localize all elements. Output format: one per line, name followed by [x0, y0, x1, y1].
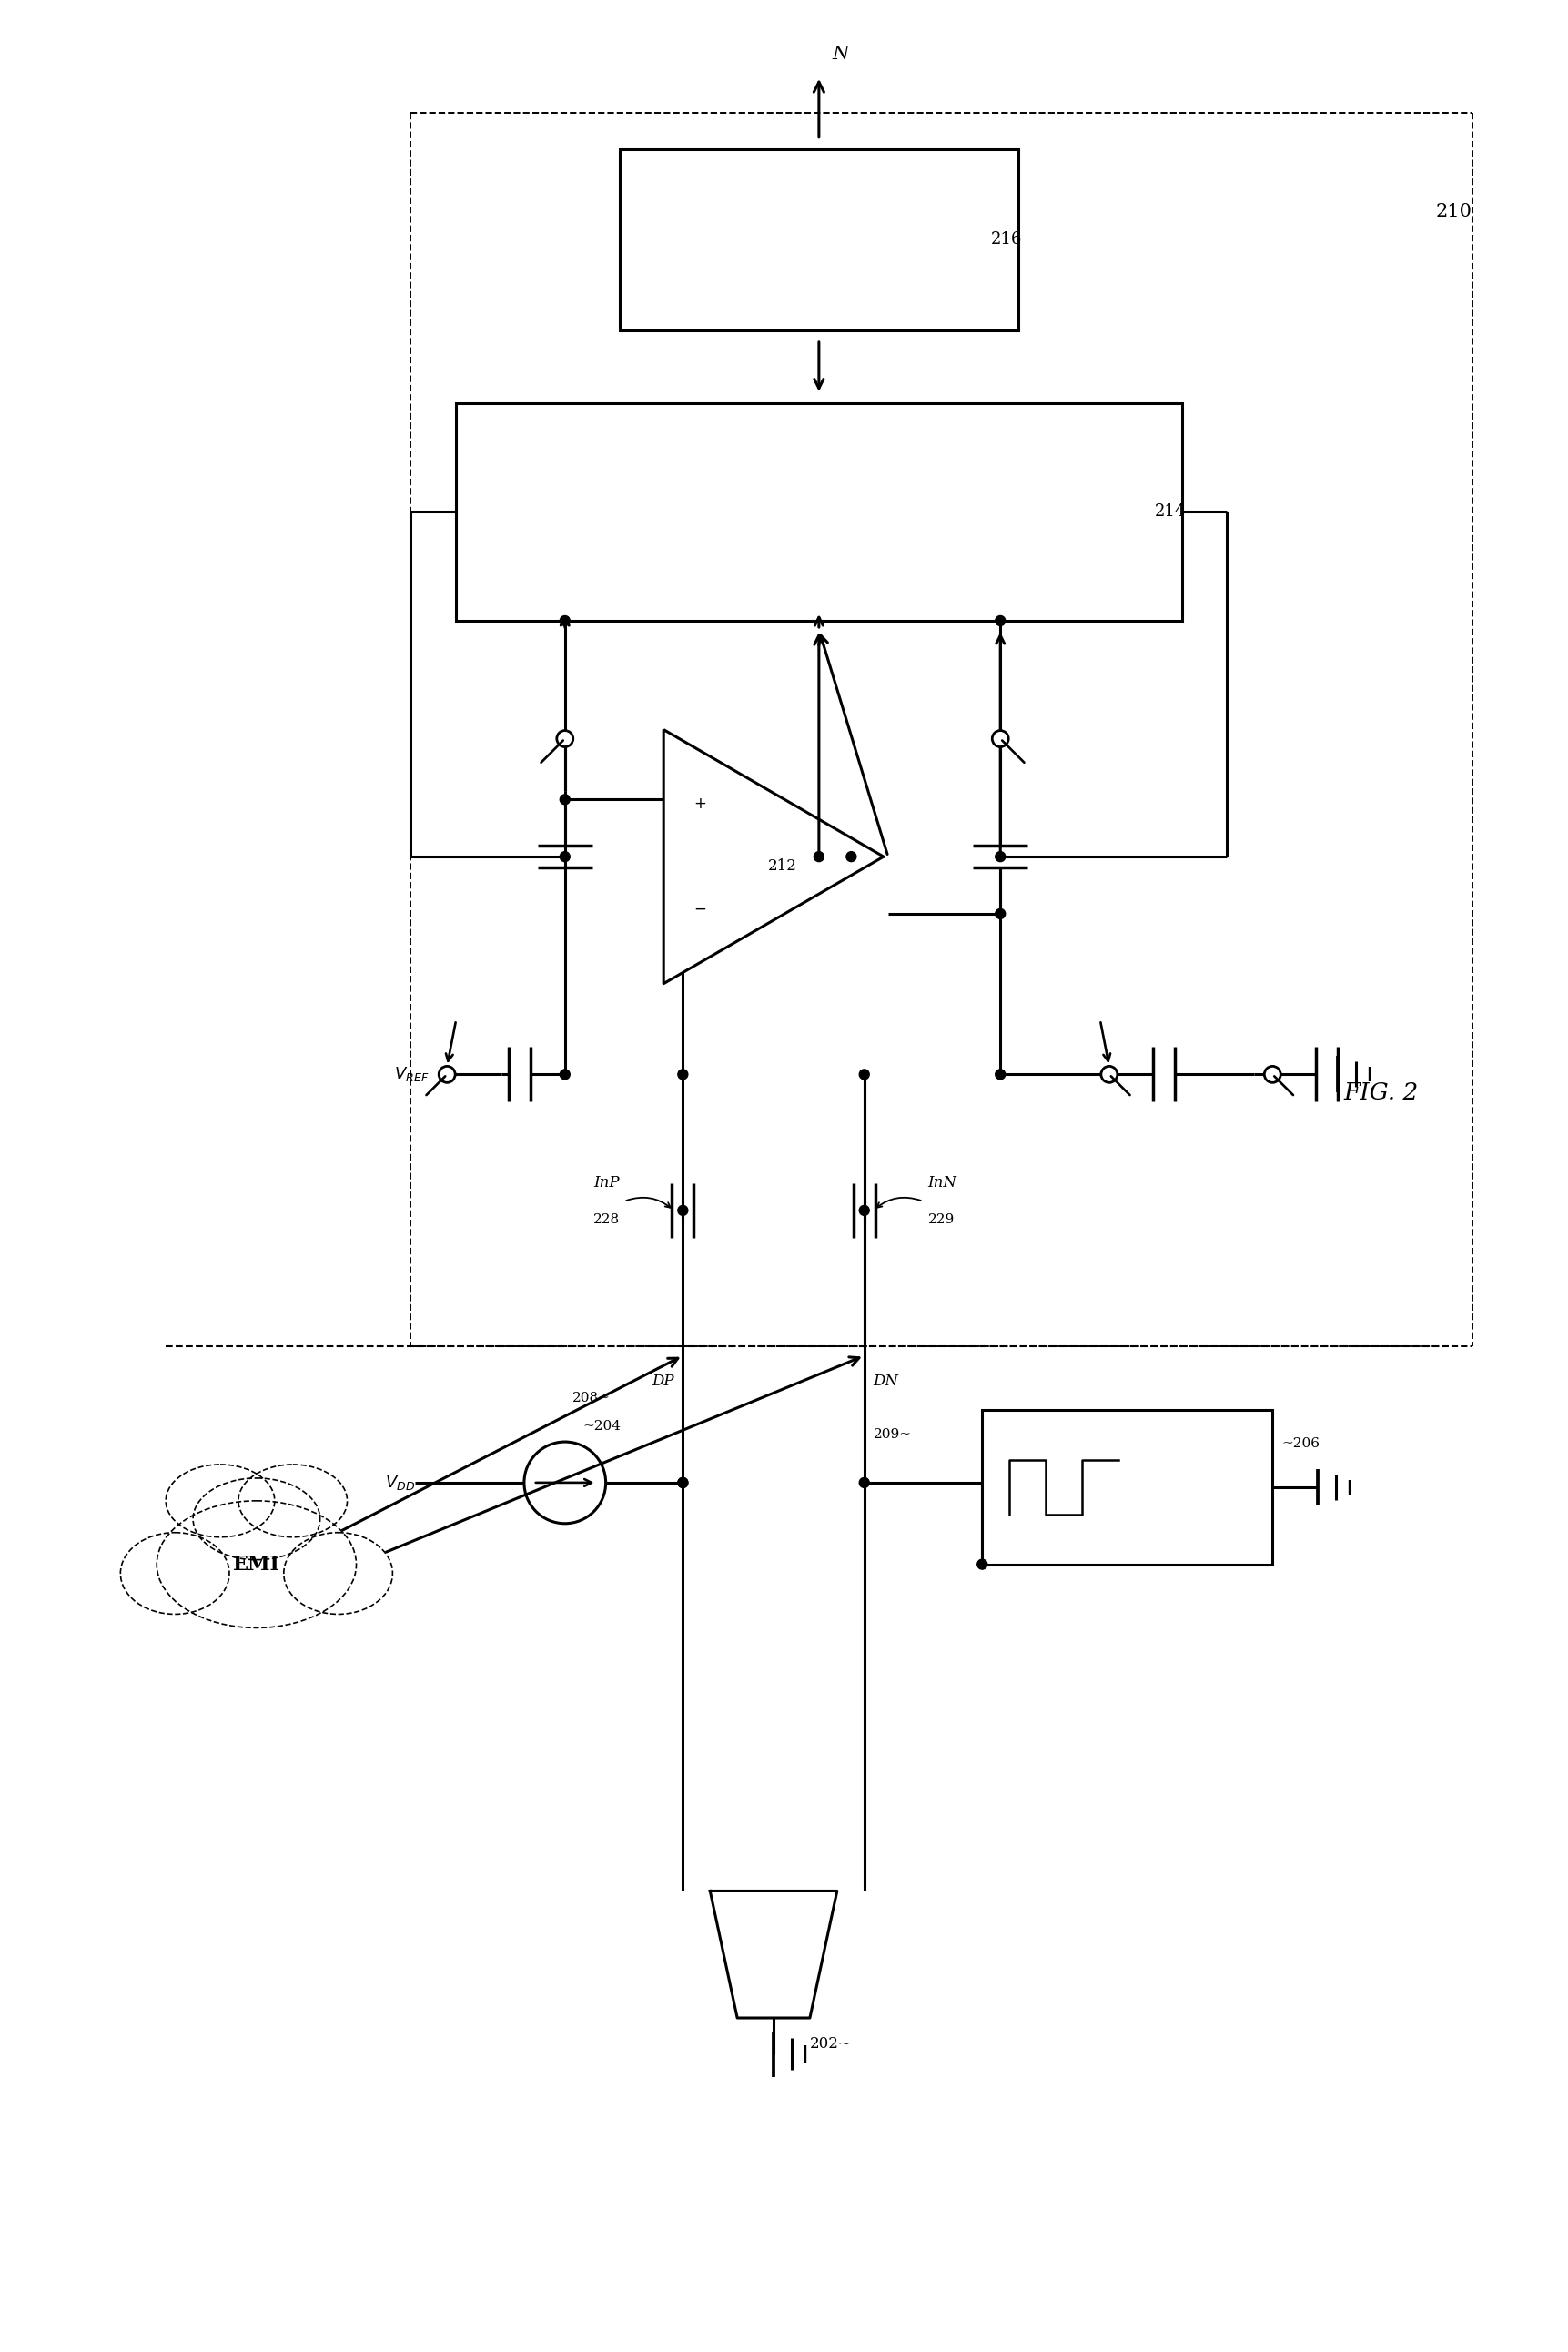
Text: ~204: ~204: [583, 1421, 621, 1432]
Circle shape: [814, 851, 823, 861]
Circle shape: [977, 1559, 988, 1569]
Circle shape: [1101, 1065, 1118, 1082]
Text: InP: InP: [593, 1176, 619, 1190]
Ellipse shape: [193, 1477, 320, 1559]
Text: 216: 216: [991, 230, 1022, 247]
Circle shape: [859, 1477, 869, 1489]
Text: 209~: 209~: [873, 1428, 911, 1442]
Circle shape: [524, 1442, 605, 1524]
Ellipse shape: [157, 1501, 356, 1628]
Text: 228: 228: [593, 1214, 619, 1225]
Bar: [982, 1411, 1273, 1564]
Circle shape: [677, 1477, 688, 1489]
Circle shape: [677, 1070, 688, 1080]
Text: −: −: [693, 901, 706, 917]
Circle shape: [996, 1070, 1005, 1080]
Text: 214: 214: [1154, 503, 1185, 520]
Circle shape: [560, 795, 569, 804]
Circle shape: [560, 616, 569, 626]
Circle shape: [996, 908, 1005, 920]
Text: FIG. 2: FIG. 2: [1344, 1082, 1419, 1103]
Text: N: N: [833, 45, 850, 64]
Text: 202~: 202~: [809, 2037, 851, 2051]
Bar: [456, 402, 1182, 621]
Circle shape: [560, 1070, 569, 1080]
Circle shape: [439, 1065, 455, 1082]
Circle shape: [557, 731, 572, 748]
Circle shape: [859, 1207, 869, 1216]
Text: 208~: 208~: [572, 1392, 610, 1404]
Ellipse shape: [284, 1534, 392, 1613]
Text: $V_{REF}$: $V_{REF}$: [394, 1065, 430, 1084]
Ellipse shape: [238, 1465, 347, 1538]
Text: ~206: ~206: [1281, 1437, 1320, 1451]
Circle shape: [677, 1477, 688, 1489]
Circle shape: [560, 851, 569, 861]
Circle shape: [996, 616, 1005, 626]
Text: InN: InN: [928, 1176, 956, 1190]
Ellipse shape: [166, 1465, 274, 1538]
Text: +: +: [693, 795, 706, 811]
Ellipse shape: [121, 1534, 229, 1613]
Text: 212: 212: [768, 858, 797, 873]
Text: 210: 210: [1436, 202, 1472, 221]
Bar: [619, 148, 1019, 329]
Circle shape: [993, 731, 1008, 748]
Circle shape: [996, 851, 1005, 861]
Text: DP: DP: [651, 1374, 674, 1390]
Text: $V_{DD}$: $V_{DD}$: [386, 1475, 416, 1491]
Polygon shape: [663, 729, 883, 983]
Polygon shape: [710, 1891, 837, 2018]
Text: DN: DN: [873, 1374, 898, 1390]
Text: EMI: EMI: [234, 1555, 281, 1573]
Circle shape: [677, 1207, 688, 1216]
Text: 229: 229: [928, 1214, 955, 1225]
Circle shape: [859, 1070, 869, 1080]
Circle shape: [847, 851, 856, 861]
Circle shape: [1264, 1065, 1281, 1082]
